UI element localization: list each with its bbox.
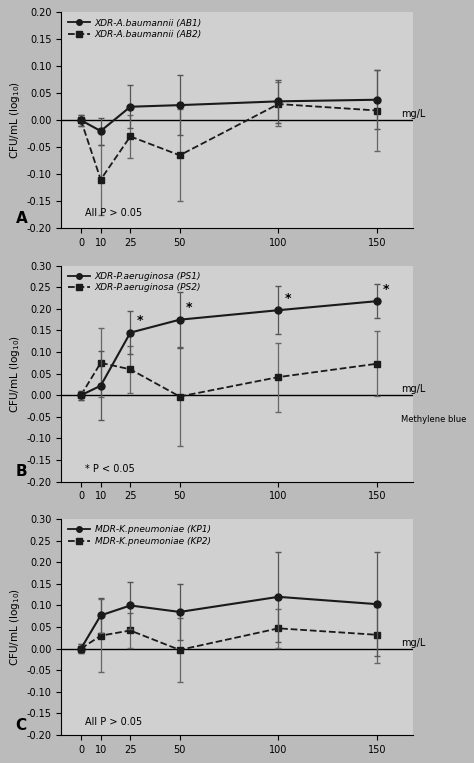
Text: All P > 0.05: All P > 0.05 [85,717,142,727]
Text: *: * [383,282,390,295]
Text: * P < 0.05: * P < 0.05 [85,464,135,474]
Text: B: B [16,465,27,479]
Text: mg/L: mg/L [401,638,425,648]
Legend: XDR-P.aeruginosa (PS1), XDR-P.aeruginosa (PS2): XDR-P.aeruginosa (PS1), XDR-P.aeruginosa… [66,270,203,294]
Text: All P > 0.05: All P > 0.05 [85,208,142,218]
Y-axis label: CFU/mL (log$_{10}$): CFU/mL (log$_{10}$) [9,588,22,666]
Text: *: * [136,314,143,327]
Y-axis label: CFU/mL (log$_{10}$): CFU/mL (log$_{10}$) [9,335,22,413]
Text: *: * [284,291,291,304]
Text: Methylene blue: Methylene blue [401,414,466,423]
Text: mg/L: mg/L [401,385,425,394]
Text: mg/L: mg/L [401,109,425,119]
Text: C: C [16,718,27,732]
Legend: XDR-A.baumannii (AB1), XDR-A.baumannii (AB2): XDR-A.baumannii (AB1), XDR-A.baumannii (… [66,17,204,40]
Text: *: * [186,301,192,314]
Legend: MDR-K.pneumoniae (KP1), MDR-K.pneumoniae (KP2): MDR-K.pneumoniae (KP1), MDR-K.pneumoniae… [66,523,212,548]
Y-axis label: CFU/mL (log$_{10}$): CFU/mL (log$_{10}$) [9,81,22,159]
Text: A: A [16,211,27,226]
